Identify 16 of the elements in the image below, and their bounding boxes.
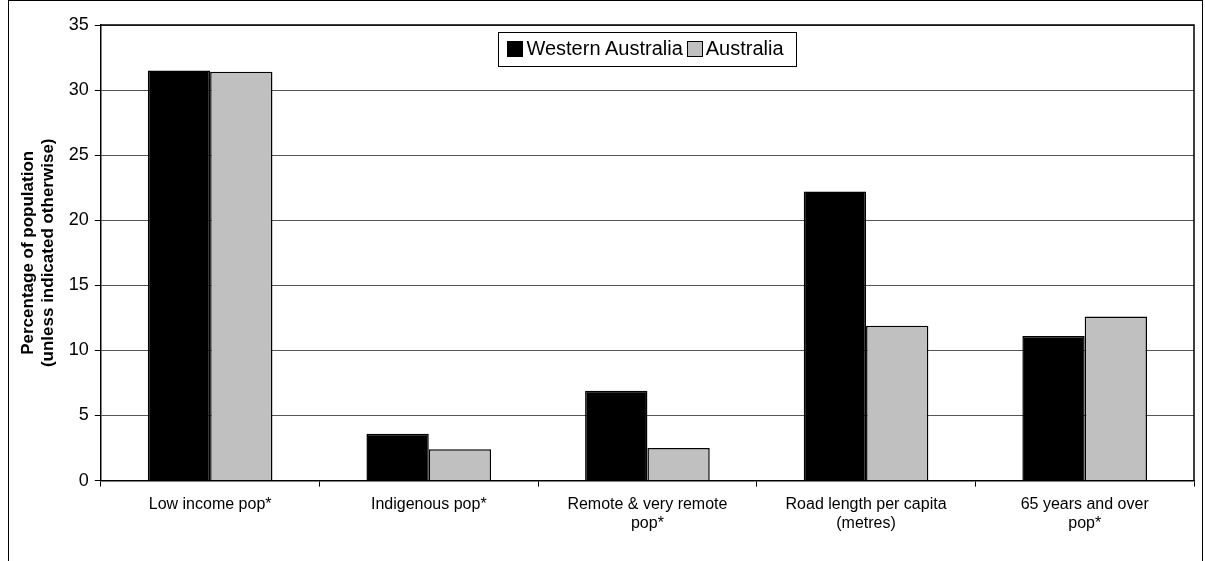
legend-label: Australia [705, 37, 784, 60]
y-tick-label: 25 [68, 144, 89, 165]
x-tick-label: Indigenous pop* [370, 494, 487, 512]
y-tick-label: 5 [78, 404, 89, 425]
x-tick-label: Low income pop* [148, 494, 272, 512]
y-tick-label: 0 [78, 469, 89, 490]
y-axis-title: Percentage of population (unless indicated otherwise) [17, 138, 58, 368]
y-tick-label: 30 [68, 79, 89, 100]
y-tick-label: 35 [68, 13, 89, 34]
legend-label: Western Australia [526, 37, 683, 60]
y-tick-label: 10 [68, 339, 89, 360]
x-tick-label: Road length per capita (metres) [785, 494, 947, 531]
y-tick-label: 20 [68, 209, 89, 230]
x-tick-label: 65 years and over pop* [1020, 494, 1150, 531]
x-tick-label: Remote & very remote pop* [567, 494, 728, 531]
y-tick-label: 15 [68, 274, 89, 295]
